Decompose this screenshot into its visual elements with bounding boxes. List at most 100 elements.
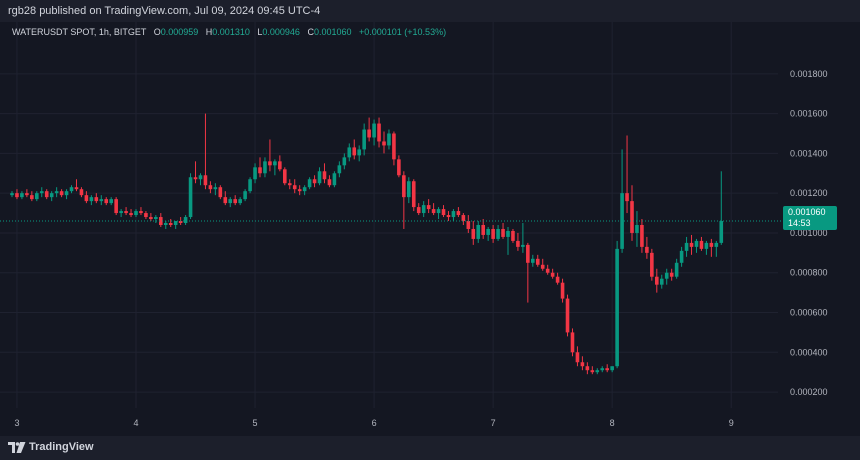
candle [208, 181, 213, 194]
low-label: L [257, 27, 263, 37]
candle [49, 191, 54, 202]
candle [258, 157, 262, 178]
candle-body [615, 248, 619, 367]
candle [714, 240, 719, 257]
candle-body [94, 197, 99, 202]
candle [387, 129, 391, 150]
candle [287, 179, 292, 190]
candle [630, 185, 634, 241]
candle-body [292, 185, 297, 190]
candle [124, 207, 128, 216]
candle [188, 173, 193, 220]
candle-body [669, 272, 674, 277]
candle [302, 185, 307, 196]
candle [526, 242, 530, 303]
candle-body [387, 133, 391, 146]
candle [719, 171, 724, 245]
candle-body [332, 173, 337, 186]
candle [590, 366, 595, 375]
candle-body [377, 123, 381, 142]
candle [59, 189, 64, 198]
candle-body [694, 240, 699, 247]
candle [109, 197, 113, 206]
last-price-value: 0.001060 [788, 207, 826, 217]
candle-body [124, 211, 128, 214]
candle [89, 195, 94, 206]
candle-body [327, 179, 332, 186]
candle-body [511, 230, 515, 241]
candle [456, 207, 461, 218]
candle [372, 119, 376, 146]
candle-body [154, 217, 158, 220]
candle-body [540, 264, 545, 269]
candle [655, 268, 659, 293]
candle [699, 236, 704, 251]
candle [610, 366, 614, 373]
last-price-badge: 0.001060 14:53 [783, 206, 837, 230]
candle [64, 189, 69, 200]
candle [268, 139, 272, 172]
candle [198, 173, 203, 186]
candle-body [431, 209, 436, 214]
candle [154, 215, 158, 224]
candle [119, 209, 123, 218]
candle-body [397, 159, 401, 176]
candle-body [416, 207, 421, 214]
candle [104, 197, 109, 206]
tradingview-brand[interactable]: TradingView [8, 441, 94, 453]
candle [114, 197, 118, 216]
y-tick-label: 0.000200 [790, 387, 828, 397]
candle-body [451, 211, 456, 218]
candle-body [54, 191, 59, 194]
candle-body [402, 175, 406, 198]
candle [392, 131, 396, 166]
candle-body [15, 193, 19, 198]
high-label: H [205, 27, 213, 37]
candle-body [640, 224, 644, 247]
candle-body [635, 224, 639, 233]
candle-body [357, 149, 361, 156]
candle [704, 240, 709, 255]
y-tick-label: 0.000600 [790, 308, 828, 318]
candle-body [312, 179, 317, 184]
candle-body [704, 242, 709, 249]
candle-body [367, 129, 371, 138]
candle-body [446, 215, 451, 218]
candle-body [565, 298, 570, 333]
candle-body [625, 193, 629, 202]
candle-body [238, 199, 242, 204]
candlestick-chart[interactable]: 0.000200 0.000400 0.000600 0.000800 0.001000… [0, 0, 860, 436]
candle [307, 177, 312, 190]
candle [565, 294, 570, 337]
candle-body [208, 185, 213, 190]
candle-body [486, 228, 490, 235]
candle-body [10, 193, 14, 196]
candle-body [342, 157, 347, 166]
y-tick-label: 0.001000 [790, 228, 828, 238]
candle-body [506, 230, 510, 237]
candle-body [605, 368, 609, 371]
candle-body [213, 187, 218, 190]
candle-body [689, 242, 694, 247]
candle-body [307, 179, 312, 188]
candle-body [659, 278, 664, 285]
candle-body [471, 228, 476, 239]
candle-body [317, 171, 322, 184]
candle-body [456, 211, 461, 216]
candle-body [352, 147, 357, 156]
candle-body [421, 205, 426, 214]
candle [580, 356, 585, 371]
bar-countdown: 14:53 [788, 218, 811, 228]
candle-body [218, 187, 223, 198]
x-tick-label: 8 [610, 418, 615, 428]
candle [362, 123, 366, 156]
brand-name: TradingView [29, 441, 94, 453]
candle-body [610, 366, 614, 371]
candle [570, 328, 575, 357]
candle [466, 215, 471, 233]
candle [501, 223, 505, 239]
candle-body [645, 246, 649, 253]
candle [506, 226, 510, 255]
candle [347, 143, 352, 162]
candle [535, 254, 540, 267]
